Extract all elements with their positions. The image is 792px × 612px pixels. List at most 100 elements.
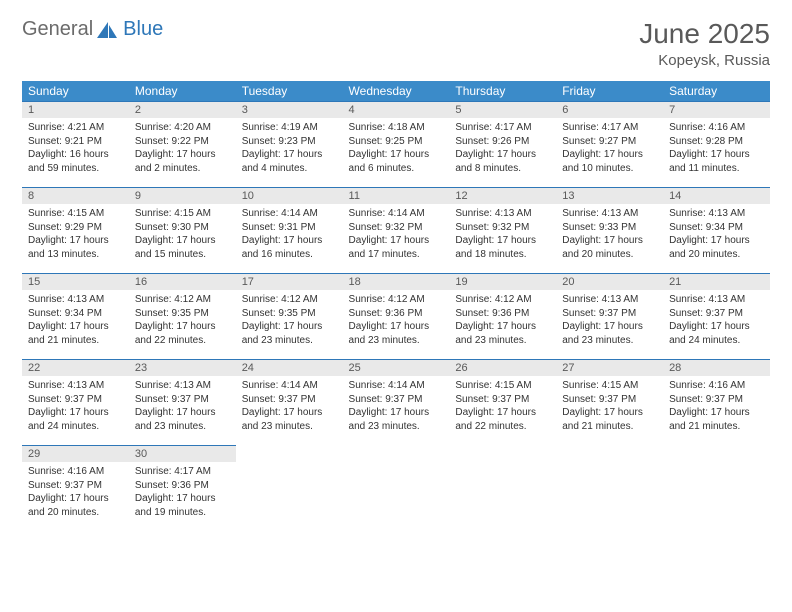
day-number: 29 [22,445,129,462]
calendar-cell: 18Sunrise: 4:12 AMSunset: 9:36 PMDayligh… [343,273,450,359]
day-number: 7 [663,101,770,118]
day-number: 20 [556,273,663,290]
day-info: Sunrise: 4:18 AMSunset: 9:25 PMDaylight:… [343,118,450,179]
calendar-cell: 5Sunrise: 4:17 AMSunset: 9:26 PMDaylight… [449,101,556,187]
day-info: Sunrise: 4:12 AMSunset: 9:36 PMDaylight:… [449,290,556,351]
day-info: Sunrise: 4:16 AMSunset: 9:37 PMDaylight:… [663,376,770,437]
title-block: June 2025 Kopeysk, Russia [639,18,770,69]
day-number: 27 [556,359,663,376]
calendar-cell: 13Sunrise: 4:13 AMSunset: 9:33 PMDayligh… [556,187,663,273]
day-number: 19 [449,273,556,290]
calendar-cell: 7Sunrise: 4:16 AMSunset: 9:28 PMDaylight… [663,101,770,187]
day-info: Sunrise: 4:20 AMSunset: 9:22 PMDaylight:… [129,118,236,179]
day-number: 13 [556,187,663,204]
day-number: 25 [343,359,450,376]
calendar-row: 29Sunrise: 4:16 AMSunset: 9:37 PMDayligh… [22,445,770,531]
day-number: 28 [663,359,770,376]
brand-part2: Blue [123,18,163,41]
day-info: Sunrise: 4:13 AMSunset: 9:33 PMDaylight:… [556,204,663,265]
calendar-cell [236,445,343,531]
day-info: Sunrise: 4:15 AMSunset: 9:37 PMDaylight:… [449,376,556,437]
calendar-cell: 25Sunrise: 4:14 AMSunset: 9:37 PMDayligh… [343,359,450,445]
calendar-row: 22Sunrise: 4:13 AMSunset: 9:37 PMDayligh… [22,359,770,445]
brand-part1: General [22,18,93,41]
calendar-cell: 26Sunrise: 4:15 AMSunset: 9:37 PMDayligh… [449,359,556,445]
day-number: 18 [343,273,450,290]
day-info: Sunrise: 4:12 AMSunset: 9:36 PMDaylight:… [343,290,450,351]
calendar-cell: 24Sunrise: 4:14 AMSunset: 9:37 PMDayligh… [236,359,343,445]
day-number: 1 [22,101,129,118]
day-number: 6 [556,101,663,118]
calendar-row: 1Sunrise: 4:21 AMSunset: 9:21 PMDaylight… [22,101,770,187]
day-info: Sunrise: 4:13 AMSunset: 9:32 PMDaylight:… [449,204,556,265]
calendar-cell: 11Sunrise: 4:14 AMSunset: 9:32 PMDayligh… [343,187,450,273]
day-number: 5 [449,101,556,118]
calendar-cell: 3Sunrise: 4:19 AMSunset: 9:23 PMDaylight… [236,101,343,187]
calendar-body: 1Sunrise: 4:21 AMSunset: 9:21 PMDaylight… [22,101,770,531]
calendar-cell: 19Sunrise: 4:12 AMSunset: 9:36 PMDayligh… [449,273,556,359]
day-number: 4 [343,101,450,118]
day-info: Sunrise: 4:13 AMSunset: 9:34 PMDaylight:… [663,204,770,265]
calendar-cell: 29Sunrise: 4:16 AMSunset: 9:37 PMDayligh… [22,445,129,531]
calendar-cell [449,445,556,531]
calendar-cell: 10Sunrise: 4:14 AMSunset: 9:31 PMDayligh… [236,187,343,273]
calendar-cell: 28Sunrise: 4:16 AMSunset: 9:37 PMDayligh… [663,359,770,445]
day-info: Sunrise: 4:14 AMSunset: 9:37 PMDaylight:… [236,376,343,437]
day-info: Sunrise: 4:14 AMSunset: 9:32 PMDaylight:… [343,204,450,265]
weekday-header: Saturday [663,81,770,101]
location-label: Kopeysk, Russia [639,52,770,69]
calendar-cell: 17Sunrise: 4:12 AMSunset: 9:35 PMDayligh… [236,273,343,359]
weekday-header-row: Sunday Monday Tuesday Wednesday Thursday… [22,81,770,101]
month-title: June 2025 [639,18,770,50]
day-number: 17 [236,273,343,290]
calendar-cell: 15Sunrise: 4:13 AMSunset: 9:34 PMDayligh… [22,273,129,359]
weekday-header: Monday [129,81,236,101]
weekday-header: Thursday [449,81,556,101]
day-number: 15 [22,273,129,290]
day-info: Sunrise: 4:17 AMSunset: 9:36 PMDaylight:… [129,462,236,523]
day-info: Sunrise: 4:15 AMSunset: 9:37 PMDaylight:… [556,376,663,437]
calendar-cell: 1Sunrise: 4:21 AMSunset: 9:21 PMDaylight… [22,101,129,187]
day-info: Sunrise: 4:15 AMSunset: 9:30 PMDaylight:… [129,204,236,265]
calendar-cell [556,445,663,531]
day-number: 21 [663,273,770,290]
day-number: 11 [343,187,450,204]
day-number: 16 [129,273,236,290]
calendar-cell: 16Sunrise: 4:12 AMSunset: 9:35 PMDayligh… [129,273,236,359]
day-info: Sunrise: 4:13 AMSunset: 9:34 PMDaylight:… [22,290,129,351]
calendar-cell: 2Sunrise: 4:20 AMSunset: 9:22 PMDaylight… [129,101,236,187]
calendar-cell: 21Sunrise: 4:13 AMSunset: 9:37 PMDayligh… [663,273,770,359]
calendar-table: Sunday Monday Tuesday Wednesday Thursday… [22,81,770,531]
calendar-cell [663,445,770,531]
weekday-header: Wednesday [343,81,450,101]
calendar-row: 8Sunrise: 4:15 AMSunset: 9:29 PMDaylight… [22,187,770,273]
day-info: Sunrise: 4:13 AMSunset: 9:37 PMDaylight:… [663,290,770,351]
calendar-cell: 12Sunrise: 4:13 AMSunset: 9:32 PMDayligh… [449,187,556,273]
day-number: 26 [449,359,556,376]
day-number: 3 [236,101,343,118]
day-number: 24 [236,359,343,376]
weekday-header: Tuesday [236,81,343,101]
brand-sail-icon [97,22,119,38]
calendar-cell: 30Sunrise: 4:17 AMSunset: 9:36 PMDayligh… [129,445,236,531]
day-number: 2 [129,101,236,118]
day-info: Sunrise: 4:16 AMSunset: 9:28 PMDaylight:… [663,118,770,179]
calendar-cell [343,445,450,531]
day-number: 8 [22,187,129,204]
weekday-header: Friday [556,81,663,101]
day-info: Sunrise: 4:16 AMSunset: 9:37 PMDaylight:… [22,462,129,523]
day-info: Sunrise: 4:15 AMSunset: 9:29 PMDaylight:… [22,204,129,265]
brand-logo: General Blue [22,18,163,41]
day-info: Sunrise: 4:12 AMSunset: 9:35 PMDaylight:… [236,290,343,351]
calendar-cell: 14Sunrise: 4:13 AMSunset: 9:34 PMDayligh… [663,187,770,273]
day-info: Sunrise: 4:12 AMSunset: 9:35 PMDaylight:… [129,290,236,351]
day-number: 23 [129,359,236,376]
day-number: 30 [129,445,236,462]
calendar-cell: 23Sunrise: 4:13 AMSunset: 9:37 PMDayligh… [129,359,236,445]
day-number: 9 [129,187,236,204]
weekday-header: Sunday [22,81,129,101]
day-info: Sunrise: 4:13 AMSunset: 9:37 PMDaylight:… [556,290,663,351]
day-info: Sunrise: 4:21 AMSunset: 9:21 PMDaylight:… [22,118,129,179]
day-info: Sunrise: 4:14 AMSunset: 9:37 PMDaylight:… [343,376,450,437]
calendar-cell: 9Sunrise: 4:15 AMSunset: 9:30 PMDaylight… [129,187,236,273]
